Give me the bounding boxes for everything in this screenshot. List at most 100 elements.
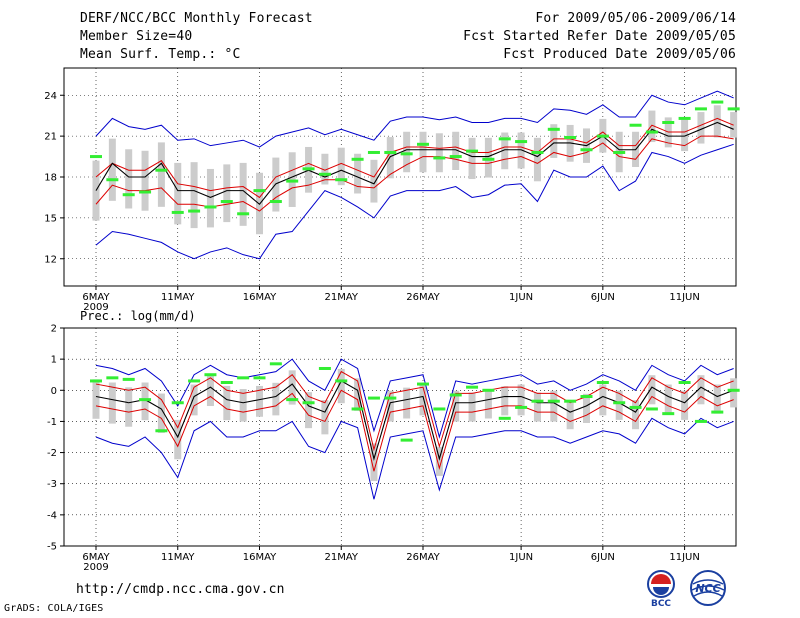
observed-marker — [318, 366, 331, 370]
observed-marker — [482, 157, 495, 161]
y-tick-label: -2 — [47, 448, 57, 459]
observed-marker — [335, 178, 348, 182]
y-tick-label: 0 — [51, 386, 57, 397]
ensemble-box — [517, 132, 525, 169]
observed-marker — [433, 156, 446, 160]
x-tick-label: 1JUN — [509, 292, 533, 303]
y-tick-label: -3 — [47, 479, 57, 490]
ensemble-box — [648, 110, 656, 143]
observed-marker — [515, 140, 528, 144]
ensemble-box — [125, 149, 133, 209]
ensemble-box — [533, 137, 541, 182]
observed-marker — [188, 379, 201, 383]
observed-marker — [171, 210, 184, 214]
ensemble-box — [272, 382, 280, 416]
x-tick-label: 6MAY — [82, 292, 110, 303]
y-tick-label: 21 — [44, 132, 57, 143]
observed-marker — [449, 155, 462, 159]
y-tick-label: -1 — [47, 417, 57, 428]
series-line-ensemble-min — [95, 90, 734, 148]
x-tick-label: 16MAY — [243, 552, 277, 563]
y-tick-label: 15 — [44, 213, 57, 224]
observed-marker — [694, 419, 707, 423]
panel-title: Prec.: log(mm/d) — [80, 309, 196, 323]
start-date: Fcst Started Refer Date 2009/05/05 — [463, 29, 736, 44]
y-tick-label: 2 — [51, 324, 57, 335]
observed-marker — [678, 116, 691, 120]
ensemble-box — [730, 378, 738, 408]
ensemble-box — [321, 153, 329, 185]
observed-marker — [367, 396, 380, 400]
x-tick-label: 6JUN — [591, 292, 615, 303]
ensemble-box — [92, 379, 100, 419]
observed-marker — [629, 405, 642, 409]
observed-marker — [466, 385, 479, 389]
ensemble-box — [648, 375, 656, 405]
x-tick-label: 11MAY — [161, 292, 195, 303]
observed-marker — [466, 149, 479, 153]
observed-marker — [580, 148, 593, 152]
observed-marker — [515, 405, 528, 409]
observed-marker — [139, 398, 152, 402]
ensemble-box — [125, 387, 133, 427]
observed-marker — [335, 379, 348, 383]
ensemble-box — [599, 384, 607, 416]
observed-marker — [204, 205, 217, 209]
ensemble-box — [174, 162, 182, 225]
x-tick-label: 21MAY — [324, 292, 358, 303]
observed-marker — [106, 376, 119, 380]
observed-marker — [122, 193, 135, 197]
forecast-period: For 2009/05/06-2009/06/14 — [535, 11, 736, 26]
observed-marker — [662, 412, 675, 416]
ensemble-box — [305, 392, 313, 429]
observed-marker — [204, 373, 217, 377]
y-tick-label: -4 — [47, 510, 57, 521]
observed-marker — [417, 382, 429, 386]
bcc-logo-bottom — [653, 587, 669, 595]
observed-marker — [286, 179, 299, 183]
ensemble-box — [157, 142, 165, 207]
observed-marker — [645, 407, 658, 411]
ensemble-box — [206, 168, 214, 228]
observed-marker — [711, 100, 724, 104]
temperature-panel: 6MAY 11MAY 16MAY 21MAY 26MAY 1JUN 6JUN 11JUN 200… — [44, 67, 740, 313]
observed-marker — [237, 376, 250, 380]
ensemble-box — [337, 147, 345, 186]
observed-marker — [417, 142, 429, 146]
observed-marker — [547, 127, 560, 131]
ensemble-box — [239, 162, 247, 226]
observed-marker — [384, 396, 397, 400]
observed-marker — [449, 393, 462, 397]
ensemble-box — [370, 443, 378, 482]
observed-marker — [155, 429, 168, 433]
ensemble-box — [681, 390, 689, 420]
observed-marker — [171, 401, 184, 405]
observed-marker — [531, 399, 544, 403]
x-tick-label: 6MAY — [82, 552, 110, 563]
observed-marker — [351, 407, 364, 411]
observed-marker — [155, 168, 168, 172]
observed-marker — [678, 381, 691, 384]
observed-marker — [596, 134, 609, 138]
x-tick-label: 6JUN — [591, 552, 615, 563]
series-line-spread-upper — [95, 370, 734, 452]
observed-marker — [188, 209, 201, 213]
plot-frame — [63, 327, 737, 547]
ensemble-box — [452, 131, 460, 170]
observed-marker — [253, 189, 266, 193]
series-line-ensemble-max — [95, 143, 734, 260]
ensemble-box — [615, 390, 623, 420]
ensemble-box — [239, 389, 247, 422]
ensemble-box — [321, 400, 329, 435]
observed-marker — [645, 130, 658, 134]
ensemble-box — [108, 382, 116, 424]
observed-marker — [269, 200, 282, 204]
chart-title: DERF/NCC/BCC Monthly Forecast — [80, 11, 313, 26]
observed-marker — [613, 150, 626, 154]
observed-marker — [286, 398, 299, 402]
ensemble-box — [664, 384, 672, 414]
observed-marker — [433, 407, 446, 411]
source-url[interactable]: http://cmdp.ncc.cma.gov.cn — [76, 582, 285, 597]
observed-marker — [482, 388, 495, 392]
